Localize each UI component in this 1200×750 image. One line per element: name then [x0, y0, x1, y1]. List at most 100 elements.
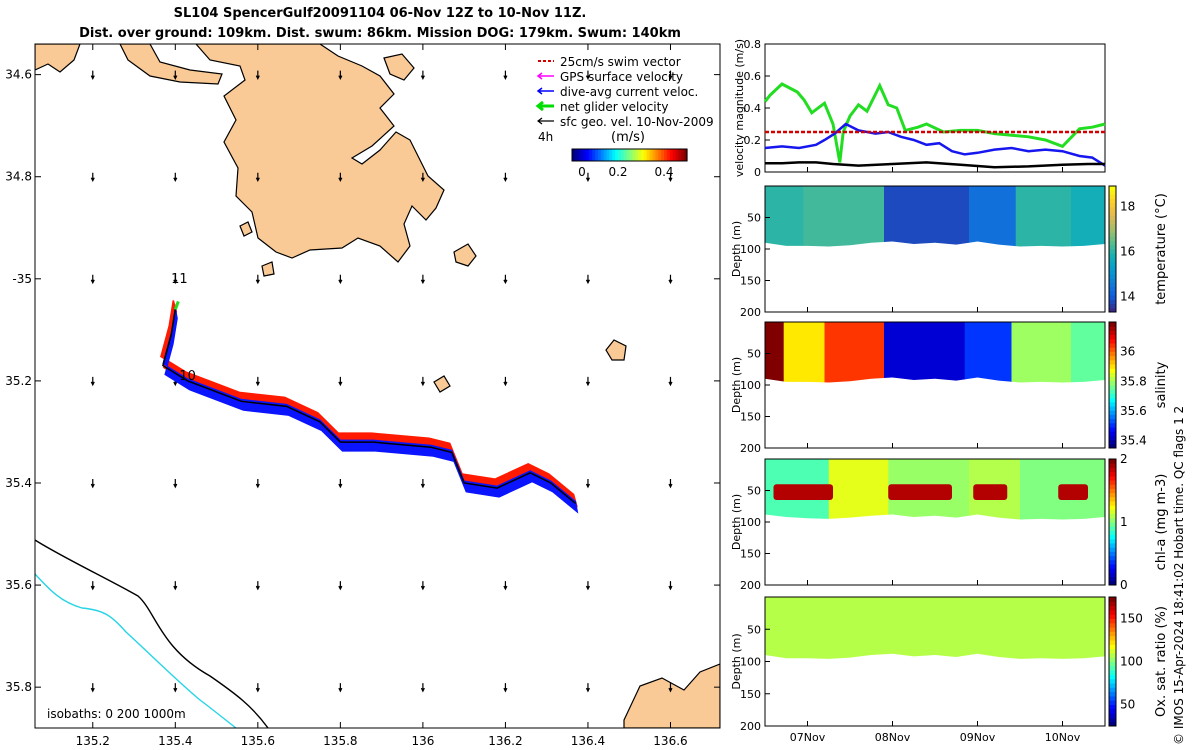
temperature-data-column: [884, 186, 970, 247]
salinity-colorbar-segment: [1109, 351, 1116, 357]
temperature-colorbar-segment: [1109, 291, 1116, 296]
salinity-colorbar-tick-label: 35.6: [1120, 404, 1147, 418]
salinity-colorbar-segment: [1109, 322, 1116, 327]
chl-a-colorbar-label: chl-a (mg m-3): [1154, 474, 1169, 571]
temperature-colorbar-segment: [1109, 303, 1116, 309]
chl-a-y-tick-label: 50: [747, 485, 761, 498]
velocity-series-net-glider-velocity: [763, 82, 1106, 163]
sfc-velocity-arrow: [668, 376, 673, 387]
map-colorbar-segment: [632, 149, 636, 161]
sfc-velocity-arrow: [90, 478, 95, 489]
sfc-velocity-arrow: [420, 172, 425, 183]
map-frame: [34, 43, 721, 729]
map-colorbar-tick-label: 0.2: [608, 165, 627, 179]
salinity-colorbar-segment: [1109, 368, 1116, 373]
sfc-velocity-arrow: [420, 376, 425, 387]
map-y-tick-label: 34.6: [5, 68, 32, 82]
temperature-colorbar-segment: [1109, 194, 1116, 200]
temperature-colorbar-segment: [1109, 257, 1116, 263]
chl-a-colorbar-segment: [1109, 522, 1116, 527]
map-colorbar-segment: [652, 149, 656, 161]
oxygen-colorbar-segment: [1109, 661, 1116, 667]
salinity-colorbar-tick-label: 35.4: [1120, 434, 1147, 448]
temperature-y-axis-label: Depth (m): [730, 221, 743, 277]
sfc-velocity-arrow: [585, 478, 590, 489]
time-x-tick-label: 08Nov: [875, 731, 911, 744]
sfc-velocity-arrow: [338, 172, 343, 183]
map-colorbar-segment: [606, 149, 610, 161]
chl-a-max-layer: [773, 484, 833, 500]
temperature-colorbar-label: temperature (°C): [1154, 193, 1169, 305]
chl-a-colorbar-segment: [1109, 501, 1116, 506]
oxygen-colorbar-segment: [1109, 635, 1116, 641]
map-x-tick-label: 136.4: [571, 734, 605, 748]
temperature-colorbar-segment: [1109, 211, 1116, 216]
land-islet: [261, 261, 275, 277]
temperature-data-column: [765, 186, 804, 247]
temperature-colorbar-segment: [1109, 295, 1116, 300]
salinity-colorbar-segment: [1109, 397, 1116, 403]
net-glider-velocity-tip: [173, 300, 180, 310]
temperature-colorbar-segment: [1109, 232, 1116, 237]
temperature-colorbar-segment: [1109, 282, 1116, 288]
sfc-velocity-arrow: [668, 172, 673, 183]
salinity-colorbar-segment: [1109, 439, 1116, 445]
chl-a-data-column: [828, 459, 889, 520]
oxygen-y-tick-label: 50: [747, 623, 761, 636]
map-x-tick-label: 136: [411, 734, 434, 748]
map-colorbar-segment: [666, 149, 671, 161]
temperature-data-column: [969, 186, 1017, 247]
salinity-colorbar-segment: [1109, 431, 1116, 436]
temperature-y-tick-label: 100: [740, 243, 761, 256]
salinity-section: [765, 322, 1105, 383]
velocity-series-dive-avg-current-veloc-: [764, 122, 1106, 167]
salinity-y-tick-label: 50: [747, 348, 761, 361]
oxygen-data-column: [765, 597, 1105, 659]
oxygen-colorbar-segment: [1109, 597, 1116, 602]
oxygen-y-tick-label: 200: [740, 720, 761, 733]
salinity-data-column: [1011, 322, 1072, 383]
legend-entry-label: net glider velocity: [560, 100, 668, 114]
temperature-colorbar-tick-label: 18: [1120, 199, 1135, 213]
temperature-colorbar-segment: [1109, 265, 1116, 271]
temperature-y-tick-label: 50: [747, 212, 761, 225]
oxygen-colorbar-segment: [1109, 618, 1116, 624]
map-colorbar-segment: [592, 149, 596, 161]
map-x-tick-label: 135.4: [158, 734, 192, 748]
salinity-colorbar-segment: [1109, 443, 1116, 449]
chl-a-y-tick-label: 150: [740, 548, 761, 561]
chl-a-colorbar-segment: [1109, 551, 1116, 557]
chl-a-colorbar-segment: [1109, 568, 1116, 573]
temperature-colorbar-segment: [1109, 261, 1116, 267]
legend-current-symbol: [536, 87, 554, 95]
sfc-velocity-arrow: [90, 70, 95, 80]
map-colorbar-segment: [655, 149, 659, 161]
sfc-velocity-arrow: [585, 376, 590, 387]
oxygen-colorbar-segment: [1109, 652, 1116, 658]
map-colorbar-segment: [620, 149, 625, 161]
chl-a-data-column: [969, 459, 1021, 520]
temperature-colorbar-segment: [1109, 249, 1116, 254]
oxygen-colorbar-segment: [1109, 640, 1116, 645]
sfc-velocity-arrow: [255, 478, 260, 489]
chl-a-colorbar-segment: [1109, 463, 1116, 468]
map-colorbar-segment: [672, 149, 677, 161]
land-southeast: [623, 663, 720, 728]
velocity-y-tick-label: 0.2: [744, 134, 762, 147]
map-day-label: 10: [179, 369, 196, 384]
chl-a-max-layer: [973, 484, 1008, 500]
chart-title-line1: SL104 SpencerGulf20091104 06-Nov 12Z to …: [173, 6, 587, 21]
velocity-y-axis-label: velocity magnitude (m/s): [733, 39, 746, 177]
temperature-colorbar-segment: [1109, 186, 1116, 191]
chl-a-colorbar-segment: [1109, 496, 1116, 502]
sfc-velocity-arrow: [338, 274, 343, 285]
isobath-200m: [35, 573, 237, 728]
map-layer: [35, 44, 720, 728]
sfc-velocity-arrow: [668, 478, 673, 489]
oxygen-colorbar-tick-label: 50: [1120, 698, 1135, 712]
chl-a-colorbar-segment: [1109, 471, 1116, 477]
chl-a-colorbar-segment: [1109, 580, 1116, 586]
map-colorbar-segment: [586, 149, 590, 161]
temperature-colorbar-segment: [1109, 240, 1116, 246]
oxygen-colorbar-segment: [1109, 678, 1116, 684]
